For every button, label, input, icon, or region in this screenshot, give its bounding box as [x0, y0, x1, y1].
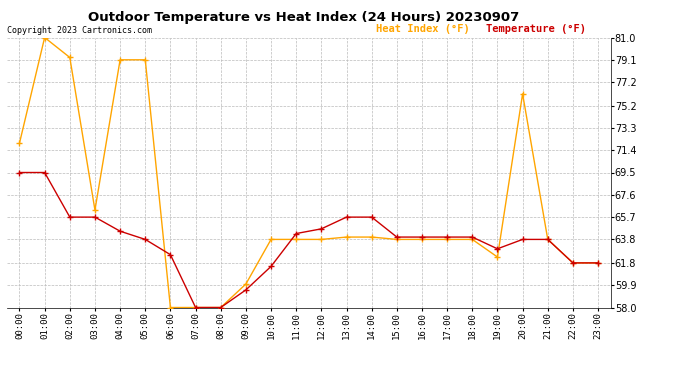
- Text: Copyright 2023 Cartronics.com: Copyright 2023 Cartronics.com: [7, 26, 152, 35]
- Text: Heat Index (°F): Heat Index (°F): [376, 24, 470, 34]
- Text: Temperature (°F): Temperature (°F): [486, 24, 586, 34]
- Text: Outdoor Temperature vs Heat Index (24 Hours) 20230907: Outdoor Temperature vs Heat Index (24 Ho…: [88, 11, 520, 24]
